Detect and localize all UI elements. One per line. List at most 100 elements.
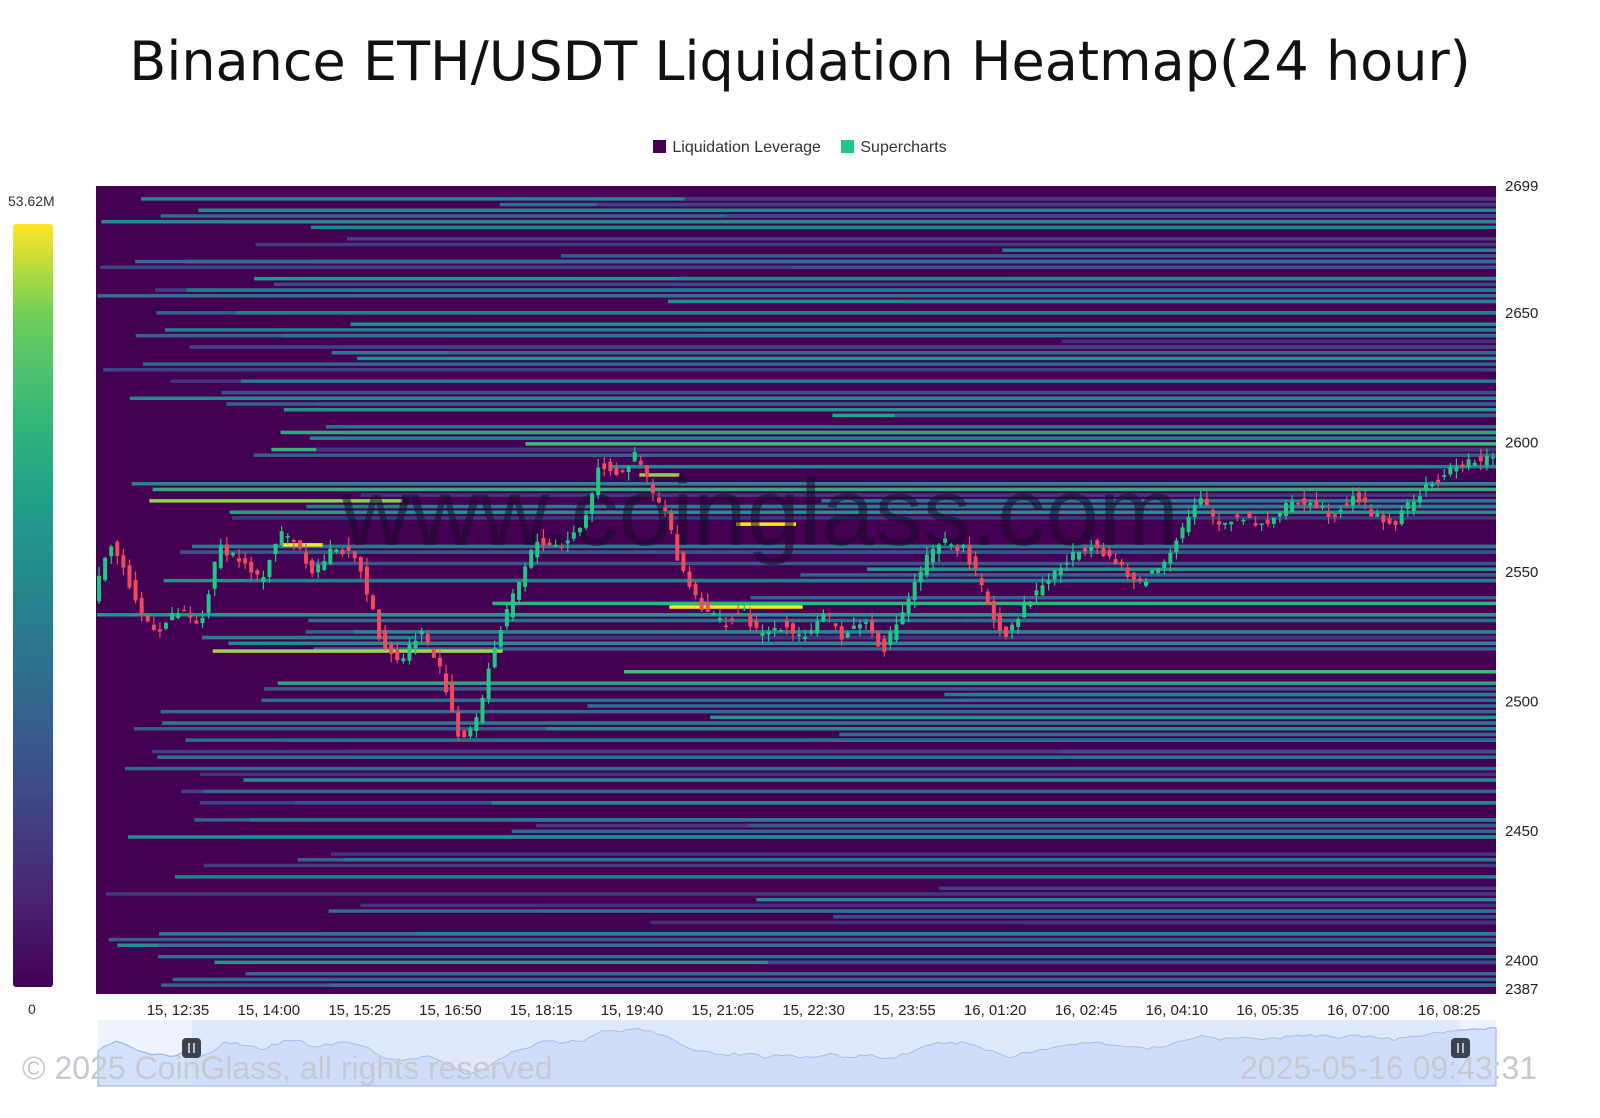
candle xyxy=(1417,489,1422,508)
candle xyxy=(693,580,698,600)
candle xyxy=(644,465,649,484)
y-tick-label: 2450 xyxy=(1505,823,1538,840)
candle xyxy=(784,615,789,635)
y-tick-label: 2400 xyxy=(1505,952,1538,969)
liquidation-band xyxy=(240,379,1496,383)
liquidation-band xyxy=(671,504,1496,509)
liquidation-band xyxy=(96,613,1496,617)
liquidation-band xyxy=(316,447,1496,452)
chart-title: Binance ETH/USDT Liquidation Heatmap(24 … xyxy=(129,30,1471,93)
candle xyxy=(1326,503,1331,525)
candle xyxy=(900,604,905,625)
candle xyxy=(224,537,229,563)
liquidation-band xyxy=(280,430,1496,435)
candle xyxy=(1210,508,1215,525)
liquidation-band xyxy=(103,368,1496,372)
liquidation-band xyxy=(360,903,1496,908)
liquidation-band xyxy=(143,362,1496,366)
legend-item-liquidation-leverage[interactable]: Liquidation Leverage xyxy=(653,139,821,157)
y-tick-label: 2699 xyxy=(1505,178,1538,195)
candle xyxy=(1490,452,1495,466)
candle xyxy=(1217,513,1222,532)
candle xyxy=(176,608,181,620)
candle xyxy=(1198,491,1203,508)
candle xyxy=(815,615,820,637)
timestamp-text: 2025-05-16 09:43:31 xyxy=(1240,1050,1538,1086)
legend-item-supercharts[interactable]: Supercharts xyxy=(841,139,947,157)
candle xyxy=(590,492,595,522)
navigator-right-handle[interactable] xyxy=(1451,1038,1470,1058)
liquidation-band xyxy=(246,578,1496,583)
candle xyxy=(1296,500,1301,507)
liquidation-band xyxy=(611,464,1496,469)
candle xyxy=(1320,502,1325,510)
liquidation-band xyxy=(97,293,1496,298)
liquidation-band xyxy=(250,818,1496,822)
liquidation-band xyxy=(866,567,1496,571)
candle xyxy=(657,491,662,504)
liquidation-band xyxy=(821,499,1496,503)
candle xyxy=(218,538,223,570)
x-tick-label: 15, 16:50 xyxy=(419,1002,482,1019)
candle xyxy=(717,609,722,624)
liquidation-band xyxy=(232,516,1496,520)
liquidation-band-high xyxy=(149,499,403,503)
candle xyxy=(273,543,278,562)
candle xyxy=(170,607,175,621)
liquidation-band xyxy=(164,328,1496,332)
liquidation-band-high xyxy=(282,543,323,547)
y-axis: 2699 2650 2600 2550 2500 2450 2400 2387 xyxy=(1505,178,1538,998)
legend-label: Liquidation Leverage xyxy=(672,139,821,156)
candle xyxy=(1375,509,1380,518)
candle xyxy=(1466,453,1471,471)
candle xyxy=(1314,491,1319,509)
candle xyxy=(626,465,631,481)
liquidation-band xyxy=(650,920,1496,925)
candle xyxy=(772,620,777,637)
liquidation-band xyxy=(135,259,1496,264)
liquidation-band xyxy=(833,915,1496,919)
liquidation-band xyxy=(491,801,1496,805)
x-tick-label: 16, 01:20 xyxy=(964,1002,1027,1019)
liquidation-band xyxy=(328,909,1496,913)
liquidation-band xyxy=(264,687,1496,691)
y-tick-label: 2387 xyxy=(1505,981,1538,998)
candle xyxy=(188,606,193,624)
navigator-left-handle[interactable] xyxy=(182,1038,201,1058)
candle xyxy=(334,548,339,554)
x-tick-label: 15, 22:30 xyxy=(782,1002,845,1019)
candle xyxy=(809,623,814,636)
liquidation-band xyxy=(189,345,1496,349)
candle xyxy=(1168,548,1173,573)
candle xyxy=(821,609,826,623)
liquidation-band xyxy=(245,971,1496,976)
liquidation-band xyxy=(767,960,1496,965)
candle xyxy=(395,642,400,663)
candle xyxy=(1083,545,1088,556)
candle xyxy=(1241,518,1246,525)
liquidation-band xyxy=(839,732,1496,737)
candle xyxy=(1077,551,1082,562)
liquidation-band xyxy=(198,208,1496,213)
candle xyxy=(1192,497,1197,525)
liquidation-band xyxy=(596,202,1496,207)
colorbar[interactable] xyxy=(13,224,53,987)
candle xyxy=(255,568,260,581)
navigator-window xyxy=(192,1020,1460,1086)
x-tick-label: 15, 19:40 xyxy=(601,1002,664,1019)
range-navigator[interactable] xyxy=(97,1020,1497,1087)
navigator-area xyxy=(97,1027,1497,1087)
colorbar-min-label: 0 xyxy=(28,1001,36,1017)
candle xyxy=(109,544,114,564)
candle xyxy=(1034,582,1039,604)
candle xyxy=(358,556,363,579)
liquidation-band xyxy=(158,954,1496,959)
liquidation-band xyxy=(756,897,1496,902)
candle xyxy=(1344,496,1349,508)
candle xyxy=(328,539,333,566)
candle xyxy=(462,730,467,738)
candle xyxy=(523,563,528,592)
candle xyxy=(638,455,643,466)
candle xyxy=(912,574,917,609)
liquidation-band xyxy=(525,442,1496,446)
